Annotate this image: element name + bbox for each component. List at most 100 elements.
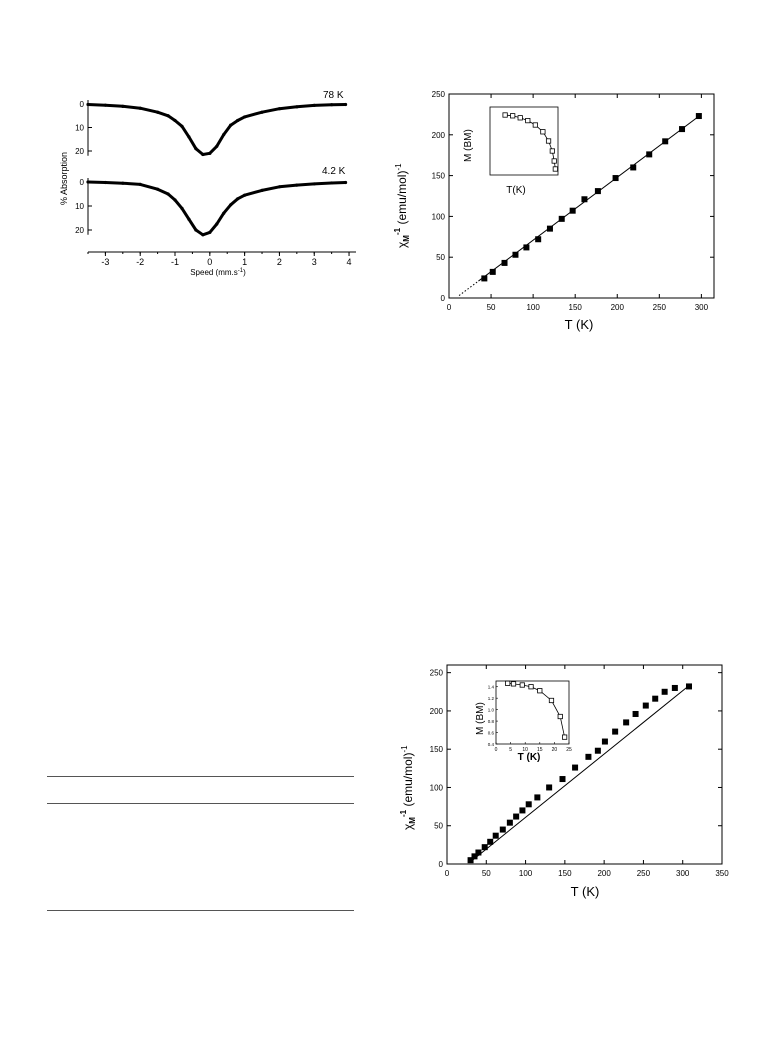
table-rule-header bbox=[47, 803, 354, 804]
y-tick-label: 20 bbox=[75, 226, 84, 235]
x-tick-label: 200 bbox=[597, 869, 611, 878]
data-point bbox=[594, 747, 601, 754]
x-tick-label: 300 bbox=[695, 303, 709, 312]
data-point bbox=[558, 215, 565, 222]
inset-data-point bbox=[502, 112, 508, 118]
data-point bbox=[623, 719, 630, 726]
inset-data-point bbox=[505, 680, 511, 686]
mossbauer-x-axis-label: Speed (mm.s-1) bbox=[190, 268, 246, 277]
data-point bbox=[612, 175, 619, 182]
x-tick-label: 250 bbox=[637, 869, 651, 878]
spectrum-point bbox=[121, 181, 125, 185]
x-tick-label: 100 bbox=[526, 303, 540, 312]
data-point bbox=[671, 684, 678, 691]
data-point bbox=[585, 753, 592, 760]
mossbauer-axes: -3 -2 -1 0 1 2 3 4 0 10 20 0 10 20 bbox=[75, 100, 356, 267]
chi-top-inset-x-label: T(K) bbox=[506, 185, 525, 196]
spectrum-point bbox=[156, 187, 160, 191]
y-tick-label: 250 bbox=[430, 669, 444, 678]
data-point bbox=[492, 832, 499, 839]
inset-data-point bbox=[532, 122, 538, 128]
data-point bbox=[523, 244, 530, 251]
spectrum-point bbox=[138, 182, 142, 186]
spectrum-point bbox=[295, 105, 299, 109]
mossbauer-y-axis-label: % Absorption bbox=[59, 152, 69, 205]
x-tick-label: 2 bbox=[277, 257, 282, 267]
y-tick-label: 0 bbox=[80, 178, 85, 187]
spectrum-point bbox=[208, 230, 212, 234]
inset-fit-curve bbox=[507, 682, 565, 738]
y-tick-label: 0 bbox=[439, 860, 444, 869]
spectrum-point bbox=[343, 102, 348, 107]
y-tick-label: 150 bbox=[432, 172, 446, 181]
spectrum-point bbox=[260, 188, 264, 192]
spectrum-point bbox=[86, 102, 90, 107]
inset-fit-curve bbox=[505, 114, 556, 170]
data-point bbox=[581, 196, 588, 203]
spectrum-point bbox=[260, 110, 264, 114]
inset-frame bbox=[495, 680, 570, 745]
chi-top-inset bbox=[489, 106, 559, 176]
spectrum-point bbox=[222, 132, 226, 137]
inset-x-tick-label: 20 bbox=[552, 747, 558, 753]
chi-top-x-axis-label: T (K) bbox=[565, 317, 594, 332]
y-tick-label: 100 bbox=[432, 212, 446, 221]
inset-x-tick-label: 0 bbox=[495, 747, 498, 753]
y-tick-label: 10 bbox=[75, 124, 84, 133]
y-tick-label: 10 bbox=[75, 202, 84, 211]
data-point bbox=[612, 728, 619, 735]
spectrum-point bbox=[103, 103, 108, 107]
spectrum-point bbox=[222, 211, 226, 215]
data-point bbox=[686, 683, 692, 690]
spectrum-point bbox=[229, 203, 233, 207]
spectrum-point bbox=[312, 182, 316, 186]
plot-frame bbox=[446, 664, 723, 865]
spectrum-point bbox=[194, 228, 198, 232]
x-tick-label: 150 bbox=[569, 303, 583, 312]
mossbauer-marks bbox=[86, 102, 348, 237]
spectrum-point bbox=[166, 192, 170, 196]
data-point bbox=[481, 275, 488, 282]
x-tick-label: 150 bbox=[558, 869, 572, 878]
chi-top-axes: 0 50 100 150 200 250 300 0 50 100 150 200 250 bbox=[432, 90, 715, 312]
inset-x-tick-label: 15 bbox=[537, 747, 543, 753]
inset-data-point bbox=[540, 129, 546, 135]
spectrum-point bbox=[173, 198, 177, 202]
data-point bbox=[642, 702, 649, 709]
spectrum-point bbox=[201, 233, 205, 237]
fit-line-extrapolated bbox=[458, 280, 479, 296]
fit-line bbox=[478, 113, 702, 282]
data-point bbox=[632, 710, 639, 717]
spectrum-point bbox=[277, 185, 282, 189]
spectrum-point bbox=[201, 152, 205, 157]
data-point bbox=[572, 764, 579, 771]
chi-bottom-inset-y-label: M (BM) bbox=[475, 702, 486, 735]
inset-frame bbox=[489, 106, 559, 176]
chi-top-inset-y-label: M (BM) bbox=[463, 129, 474, 162]
inset-data-point bbox=[545, 138, 552, 144]
inset-y-tick-label: 1.4 bbox=[488, 685, 495, 690]
data-point bbox=[534, 794, 541, 801]
mossbauer-series-label-78k: 78 K bbox=[323, 90, 344, 101]
x-tick-label: -2 bbox=[136, 257, 144, 267]
data-point bbox=[646, 151, 653, 158]
spectrum-point bbox=[166, 114, 170, 118]
inset-data-point bbox=[528, 684, 534, 690]
data-point bbox=[679, 126, 686, 133]
x-tick-label: 250 bbox=[653, 303, 667, 312]
inset-data-point bbox=[510, 113, 516, 119]
x-tick-label: 4 bbox=[347, 257, 352, 267]
spectrum-point bbox=[156, 110, 160, 114]
y-tick-label: 50 bbox=[436, 253, 445, 262]
spectrum-point bbox=[295, 183, 299, 187]
data-point bbox=[594, 188, 601, 195]
chi-bottom-y-axis-label: χM-1 (emu/mol)-1 bbox=[399, 745, 417, 830]
x-tick-label: 3 bbox=[312, 257, 317, 267]
data-point bbox=[513, 813, 520, 820]
x-tick-label: 350 bbox=[715, 869, 729, 878]
spectrum-line bbox=[87, 180, 346, 237]
data-point bbox=[695, 113, 702, 120]
spectrum-point bbox=[243, 193, 247, 197]
spectrum-point bbox=[236, 197, 240, 201]
